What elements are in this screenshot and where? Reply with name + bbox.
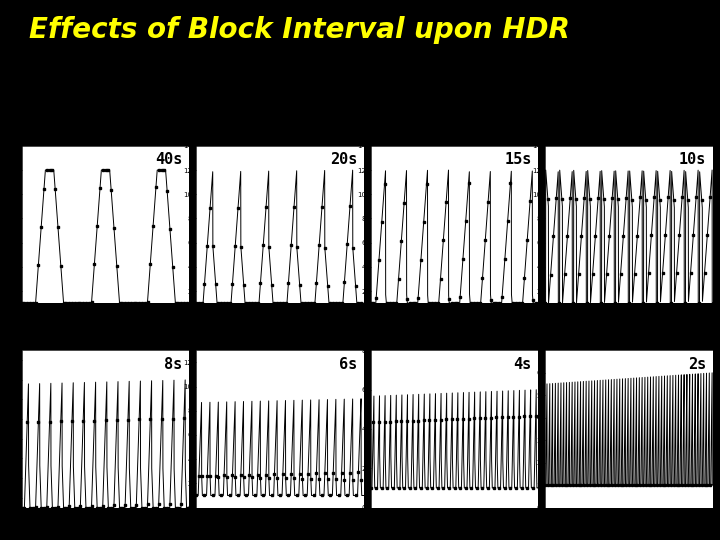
Text: 40s: 40s — [156, 152, 183, 167]
Text: 20s: 20s — [330, 152, 357, 167]
Text: Effects of Block Interval upon HDR: Effects of Block Interval upon HDR — [29, 16, 570, 44]
Text: 6s: 6s — [339, 356, 357, 372]
Text: 4s: 4s — [513, 356, 531, 372]
Text: 15s: 15s — [504, 152, 531, 167]
Text: 2s: 2s — [688, 356, 706, 372]
Text: 10s: 10s — [679, 152, 706, 167]
Text: 8s: 8s — [164, 356, 183, 372]
